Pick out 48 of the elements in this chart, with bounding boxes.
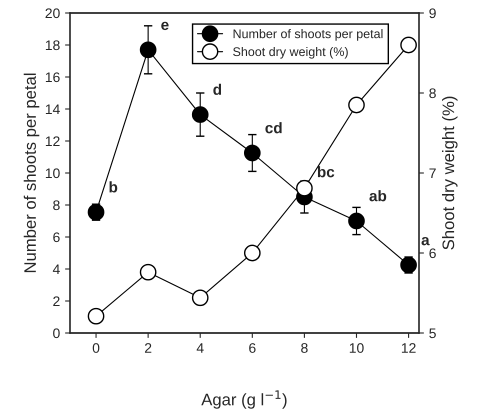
- annotation: bc: [318, 166, 334, 178]
- x-tick-label: 8: [301, 343, 308, 353]
- point: [88, 308, 104, 325]
- y-tick-label: 4: [52, 264, 60, 274]
- y-tick-label: 0: [53, 328, 60, 338]
- point: [88, 204, 104, 221]
- y-tick-label: 2: [53, 296, 60, 306]
- x-tick-label: 4: [196, 343, 204, 353]
- x-tick-label: 10: [350, 343, 364, 353]
- x-tick-label: 6: [249, 343, 256, 353]
- annotation: a: [422, 236, 430, 246]
- x-axis-title: Agar (g l$^{−1}$): [201, 390, 287, 409]
- y-tick-label: 8: [53, 200, 60, 210]
- y-tick-label: 14: [46, 104, 60, 114]
- y2-tick-label: 9: [429, 8, 436, 18]
- y2-tick-label: 8: [429, 88, 436, 98]
- y2-tick-label: 6: [429, 248, 436, 258]
- annotation: e: [161, 22, 169, 30]
- point: [244, 144, 261, 162]
- annotation: d: [213, 84, 222, 95]
- y-tick-label: 10: [46, 168, 60, 178]
- point: [400, 36, 417, 54]
- y2-axis-title: Shoot dry weight (%): [442, 96, 458, 250]
- point: [192, 289, 209, 306]
- y2-tick-label: 7: [429, 168, 436, 178]
- point: [192, 106, 209, 123]
- y-tick-label: 12: [46, 136, 60, 146]
- point: [348, 212, 365, 230]
- x-tick-label: 0: [92, 343, 100, 353]
- annotation: ab: [369, 190, 386, 202]
- point: [400, 256, 417, 274]
- y2-tick-label: 5: [429, 328, 436, 338]
- point: [140, 41, 156, 58]
- y-tick-label: 16: [46, 72, 60, 82]
- annotation: cd: [265, 122, 282, 134]
- point: [348, 96, 365, 114]
- y-tick-label: 6: [53, 232, 60, 242]
- legend-label: Shoot dry weight (%): [233, 46, 348, 59]
- y-axis-title: Number of shoots per petal: [24, 74, 40, 272]
- legend-label: Number of shoots per petal: [234, 29, 382, 41]
- y-tick-label: 20: [46, 8, 60, 18]
- x-tick-label: 2: [144, 343, 152, 353]
- x-tick-label: 12: [402, 343, 416, 353]
- point: [296, 180, 313, 197]
- annotation: b: [110, 181, 118, 193]
- y-tick-label: 18: [46, 40, 60, 50]
- point: [140, 264, 156, 281]
- point: [244, 244, 261, 262]
